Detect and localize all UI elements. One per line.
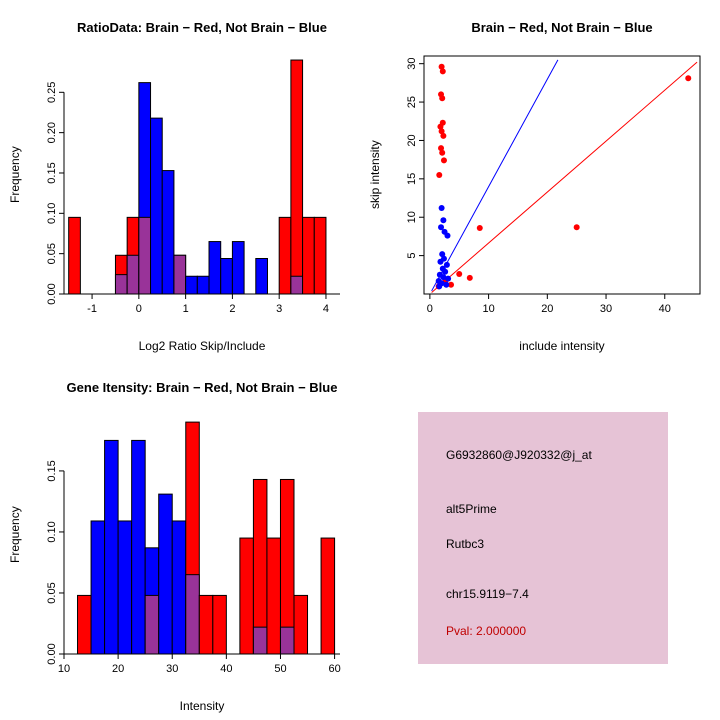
svg-text:0.05: 0.05 xyxy=(46,582,58,603)
svg-text:0: 0 xyxy=(136,303,142,315)
svg-text:40: 40 xyxy=(220,663,232,675)
intensity-scatter-xlabel: include intensity xyxy=(519,339,605,353)
gene-info-panel: G6932860@J920332@j_at alt5Prime Rutbc3 c… xyxy=(360,360,720,720)
svg-text:15: 15 xyxy=(406,173,418,185)
svg-text:10: 10 xyxy=(482,303,494,315)
svg-text:0.20: 0.20 xyxy=(46,122,58,143)
ratio-histogram-panel: -1 0 1 2 3 4 0.00 0.05 0.10 0.15 0.20 0.25 RatioDat… xyxy=(0,0,360,360)
svg-text:4: 4 xyxy=(323,303,329,315)
ratio-histogram-plot: -1 0 1 2 3 4 0.00 0.05 0.10 0.15 0.20 0.25 xyxy=(46,59,340,315)
svg-text:20: 20 xyxy=(112,663,124,675)
svg-text:2: 2 xyxy=(229,303,235,315)
intensity-scatter-plot: 0 10 20 30 40 5 10 15 20 25 30 xyxy=(406,55,701,315)
svg-text:25: 25 xyxy=(406,96,418,108)
locus-text: chr15.9119−7.4 xyxy=(446,587,529,601)
svg-text:1: 1 xyxy=(183,303,189,315)
gene-intensity-histogram-xlabel: Intensity xyxy=(179,699,225,713)
svg-text:40: 40 xyxy=(659,303,671,315)
svg-text:60: 60 xyxy=(328,663,340,675)
gene-name-text: Rutbc3 xyxy=(446,537,485,551)
ratio-histogram-ylabel: Frequency xyxy=(8,146,22,204)
svg-text:30: 30 xyxy=(600,303,612,315)
svg-text:10: 10 xyxy=(406,211,418,223)
gene-intensity-histogram-panel: 10 20 30 40 50 60 0.00 0.05 0.10 0.15 Gene Itensi… xyxy=(0,360,360,720)
svg-text:0.05: 0.05 xyxy=(46,243,58,264)
svg-text:20: 20 xyxy=(406,134,418,146)
pval-text: Pval: 2.000000 xyxy=(446,624,527,638)
splice-type-text: alt5Prime xyxy=(446,502,497,516)
svg-text:0: 0 xyxy=(427,303,433,315)
svg-text:30: 30 xyxy=(166,663,178,675)
svg-text:0.25: 0.25 xyxy=(46,82,58,103)
svg-text:0.00: 0.00 xyxy=(46,283,58,304)
intensity-scatter-title: Brain − Red, Not Brain − Blue xyxy=(471,20,653,35)
svg-text:0.10: 0.10 xyxy=(46,203,58,224)
probe-id-text: G6932860@J920332@j_at xyxy=(446,448,592,462)
intensity-scatter-ylabel: skip intensity xyxy=(368,140,382,210)
svg-text:10: 10 xyxy=(58,663,70,675)
intensity-scatter-panel: 0 10 20 30 40 5 10 15 20 25 30 Brain − Red, Not Br… xyxy=(360,0,720,360)
svg-text:0.10: 0.10 xyxy=(46,521,58,542)
svg-text:0.00: 0.00 xyxy=(46,643,58,664)
gene-intensity-histogram-title: Gene Itensity: Brain − Red, Not Brain − … xyxy=(66,380,338,395)
gene-info-box: G6932860@J920332@j_at alt5Prime Rutbc3 c… xyxy=(418,412,668,664)
svg-text:20: 20 xyxy=(541,303,553,315)
svg-text:0.15: 0.15 xyxy=(46,162,58,183)
svg-text:-1: -1 xyxy=(87,303,97,315)
svg-text:30: 30 xyxy=(406,58,418,70)
gene-intensity-histogram-ylabel: Frequency xyxy=(8,506,22,564)
svg-text:5: 5 xyxy=(406,253,418,259)
svg-text:50: 50 xyxy=(274,663,286,675)
ratio-histogram-title: RatioData: Brain − Red, Not Brain − Blue xyxy=(77,20,327,35)
svg-text:3: 3 xyxy=(276,303,282,315)
gene-intensity-histogram-plot: 10 20 30 40 50 60 0.00 0.05 0.10 0.15 xyxy=(46,421,341,675)
svg-text:0.15: 0.15 xyxy=(46,460,58,481)
ratio-histogram-xlabel: Log2 Ratio Skip/Include xyxy=(138,339,266,353)
